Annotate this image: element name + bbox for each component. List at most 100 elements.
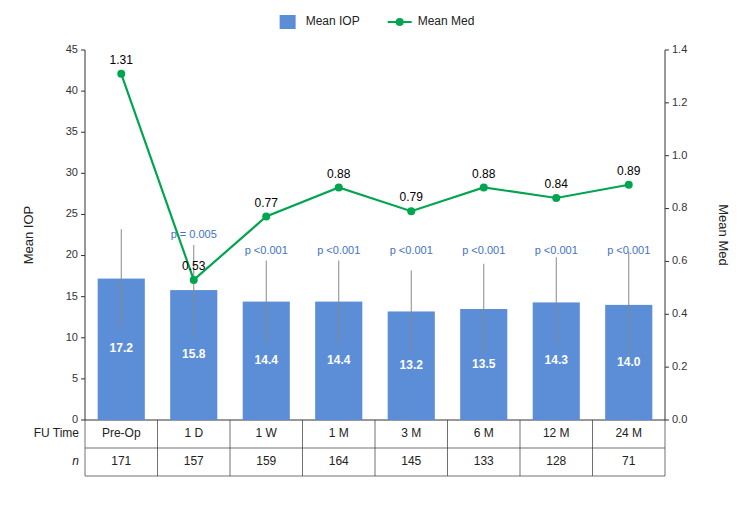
p-value: p <0.001 (462, 244, 505, 256)
line-label: 0.89 (617, 164, 641, 178)
line-marker (262, 213, 270, 221)
legend-swatch (280, 15, 296, 29)
error-bar (411, 270, 412, 352)
line-label: 0.84 (545, 177, 569, 191)
n-value: 71 (622, 454, 636, 468)
marks (98, 70, 653, 420)
p-value: p <0.001 (390, 244, 433, 256)
x-tick-label: 1 W (256, 426, 278, 440)
y-tick-label: 45 (66, 43, 78, 55)
bar-label: 15.8 (182, 347, 206, 361)
line-label: 0.88 (327, 167, 351, 181)
legend-label: Mean IOP (306, 14, 360, 28)
table-line (520, 420, 521, 476)
x-tick-label: 1 M (329, 426, 349, 440)
y-tick (81, 337, 85, 338)
y2-tick (665, 261, 669, 262)
labels: 17.215.814.414.413.213.514.314.01.310.53… (110, 53, 651, 372)
table-line (665, 420, 666, 476)
n-value: 133 (474, 454, 494, 468)
error-bar (121, 229, 122, 328)
y-tick (81, 173, 85, 174)
legend-item: Mean IOP (280, 14, 360, 29)
y2-tick-label: 0.4 (672, 307, 687, 319)
x-tick-label: 3 M (401, 426, 421, 440)
line-marker (407, 207, 415, 215)
table-line (592, 420, 593, 476)
y-tick-label: 35 (66, 125, 78, 137)
y2-tick-label: 1.0 (672, 149, 687, 161)
y-tick (81, 378, 85, 379)
n-value: 145 (401, 454, 421, 468)
y-tick (81, 132, 85, 133)
n-value: 157 (184, 454, 204, 468)
x-tick-label: 1 D (184, 426, 203, 440)
y-tick (81, 91, 85, 92)
y-tick (81, 255, 85, 256)
y2-tick (665, 367, 669, 368)
line-marker (335, 183, 343, 191)
y2-tick (665, 314, 669, 315)
n-value: 159 (256, 454, 276, 468)
table-line (375, 420, 376, 476)
x-tick-label: Pre-Op (102, 426, 141, 440)
error-bar (483, 264, 484, 354)
y-tick-label: 25 (66, 207, 78, 219)
line (121, 74, 629, 280)
table-line (447, 420, 448, 476)
bar-label: 13.2 (400, 358, 424, 372)
error-bar (556, 257, 557, 347)
table-line (157, 420, 158, 476)
y-tick (81, 420, 85, 421)
y2-tick-label: 0.6 (672, 254, 687, 266)
n-value: 171 (111, 454, 131, 468)
legend: Mean IOP Mean Med (280, 14, 475, 29)
bar-label: 14.4 (327, 353, 351, 367)
legend-label: Mean Med (418, 14, 475, 28)
line-label: 0.88 (472, 167, 496, 181)
y2-tick-label: 1.2 (672, 96, 687, 108)
line-label: 1.31 (110, 53, 134, 67)
y-axis-line (85, 50, 86, 420)
line-marker (552, 194, 560, 202)
y2-tick (665, 50, 669, 51)
y2-tick-label: 1.4 (672, 43, 687, 55)
y2-tick (665, 155, 669, 156)
bar-label: 14.0 (617, 355, 641, 369)
line-marker (117, 70, 125, 78)
error-bar (628, 251, 629, 358)
n-value: 128 (546, 454, 566, 468)
table-line (302, 420, 303, 476)
legend-swatch (396, 18, 404, 26)
y2-tick (665, 208, 669, 209)
y-tick (81, 214, 85, 215)
x-tick-label: 24 M (615, 426, 642, 440)
y-tick-label: 10 (66, 331, 78, 343)
legend-item: Mean Med (388, 14, 475, 28)
p-value: p = 0.005 (171, 228, 217, 240)
line-label: 0.77 (255, 196, 279, 210)
y-tick-label: 40 (66, 84, 78, 96)
line-marker (190, 276, 198, 284)
error-bar (266, 260, 267, 342)
y2-tick (665, 420, 669, 421)
y2-tick-label: 0.0 (672, 413, 687, 425)
y-tick-label: 15 (66, 290, 78, 302)
y-tick-label: 5 (72, 372, 78, 384)
y-tick (81, 296, 85, 297)
table-line (230, 420, 231, 476)
n-row-label: n (72, 454, 79, 468)
bar-label: 17.2 (110, 341, 134, 355)
p-value: p <0.001 (317, 244, 360, 256)
line-label: 0.79 (400, 190, 424, 204)
x-tick-label: 12 M (543, 426, 570, 440)
x-row-label: FU Time (34, 426, 80, 440)
y-tick-label: 20 (66, 248, 78, 260)
bar-label: 14.4 (255, 353, 279, 367)
y-tick (81, 50, 85, 51)
n-value: 164 (329, 454, 349, 468)
table-line (85, 420, 86, 476)
line-marker (625, 181, 633, 189)
y2-axis-title: Mean Med (716, 204, 731, 265)
line-marker (480, 183, 488, 191)
